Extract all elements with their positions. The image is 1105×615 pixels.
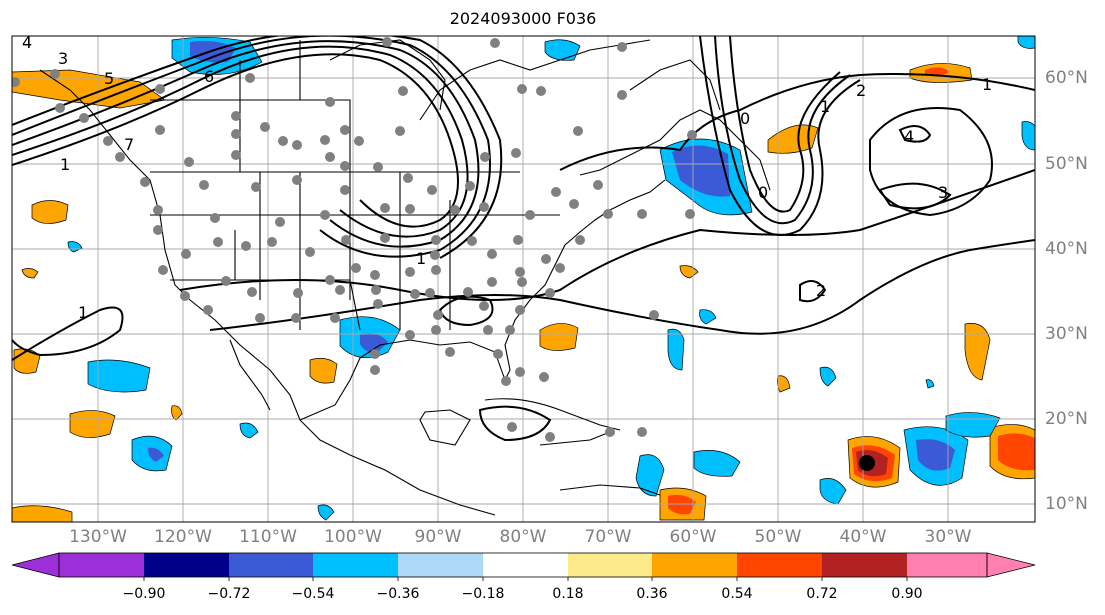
lon-label: 130°W — [69, 527, 127, 547]
colorbar-tick-label: −0.90 — [122, 586, 166, 602]
contour-label: 0 — [758, 183, 768, 202]
map-title: 2024093000 F036 — [449, 9, 597, 28]
lat-label: 30°N — [1045, 324, 1088, 344]
storm-center-marker — [859, 455, 875, 471]
contour-label: 1 — [78, 303, 88, 322]
colorbar-tick-label: 0.54 — [721, 586, 753, 602]
colorbar-extend-high — [986, 552, 1036, 578]
contour-label: 1 — [60, 155, 70, 174]
contour-label: 1 — [820, 97, 830, 116]
lon-label: 60°W — [669, 527, 717, 547]
contour-label: 4 — [22, 33, 32, 52]
colorbar-tick-label: −0.72 — [207, 586, 251, 602]
lat-label: 40°N — [1045, 239, 1088, 259]
lon-label: 90°W — [414, 527, 462, 547]
lat-label: 10°N — [1045, 494, 1088, 514]
lon-label: 40°W — [839, 527, 887, 547]
contour-label: 1 — [982, 75, 992, 94]
lon-label: 110°W — [239, 527, 297, 547]
lon-label: 100°W — [324, 527, 382, 547]
contour-label: 5 — [104, 69, 114, 88]
colorbar — [11, 552, 1036, 581]
contour-label: 7 — [124, 135, 134, 154]
contour-label: 1 — [416, 249, 426, 268]
lat-label: 20°N — [1045, 409, 1088, 429]
map-frame — [11, 35, 1036, 523]
lon-label: 120°W — [154, 527, 212, 547]
graticule — [12, 36, 1035, 522]
colorbar-extend-low — [11, 552, 60, 578]
lat-label: 50°N — [1045, 154, 1088, 174]
contour-label-group: 4 3 5 6 1 7 1 1 0 2 1 4 3 2 0 1 — [22, 33, 992, 322]
colorbar-tick-label: −0.18 — [461, 586, 505, 602]
colorbar-tick-label: 0.18 — [552, 586, 584, 602]
contour-label: 2 — [816, 281, 826, 300]
lat-label: 60°N — [1045, 68, 1088, 88]
contour-label: 3 — [938, 183, 948, 202]
contour-label: 4 — [904, 127, 914, 146]
colorbar-tick-label: 0.90 — [891, 586, 923, 602]
station-dots — [12, 37, 697, 442]
lon-label: 70°W — [584, 527, 632, 547]
colorbar-tick-label: 0.36 — [636, 586, 668, 602]
contour-label: 2 — [856, 81, 866, 100]
contour-label: 6 — [204, 67, 214, 86]
lon-label: 50°W — [754, 527, 802, 547]
colorbar-tick-label: 0.72 — [806, 586, 838, 602]
colorbar-tick-label: −0.54 — [291, 586, 335, 602]
lon-label: 80°W — [499, 527, 547, 547]
lon-label: 30°W — [924, 527, 972, 547]
contour-label: 0 — [740, 109, 750, 128]
colorbar-tick-label: −0.36 — [376, 586, 420, 602]
contour-label: 3 — [58, 49, 68, 68]
